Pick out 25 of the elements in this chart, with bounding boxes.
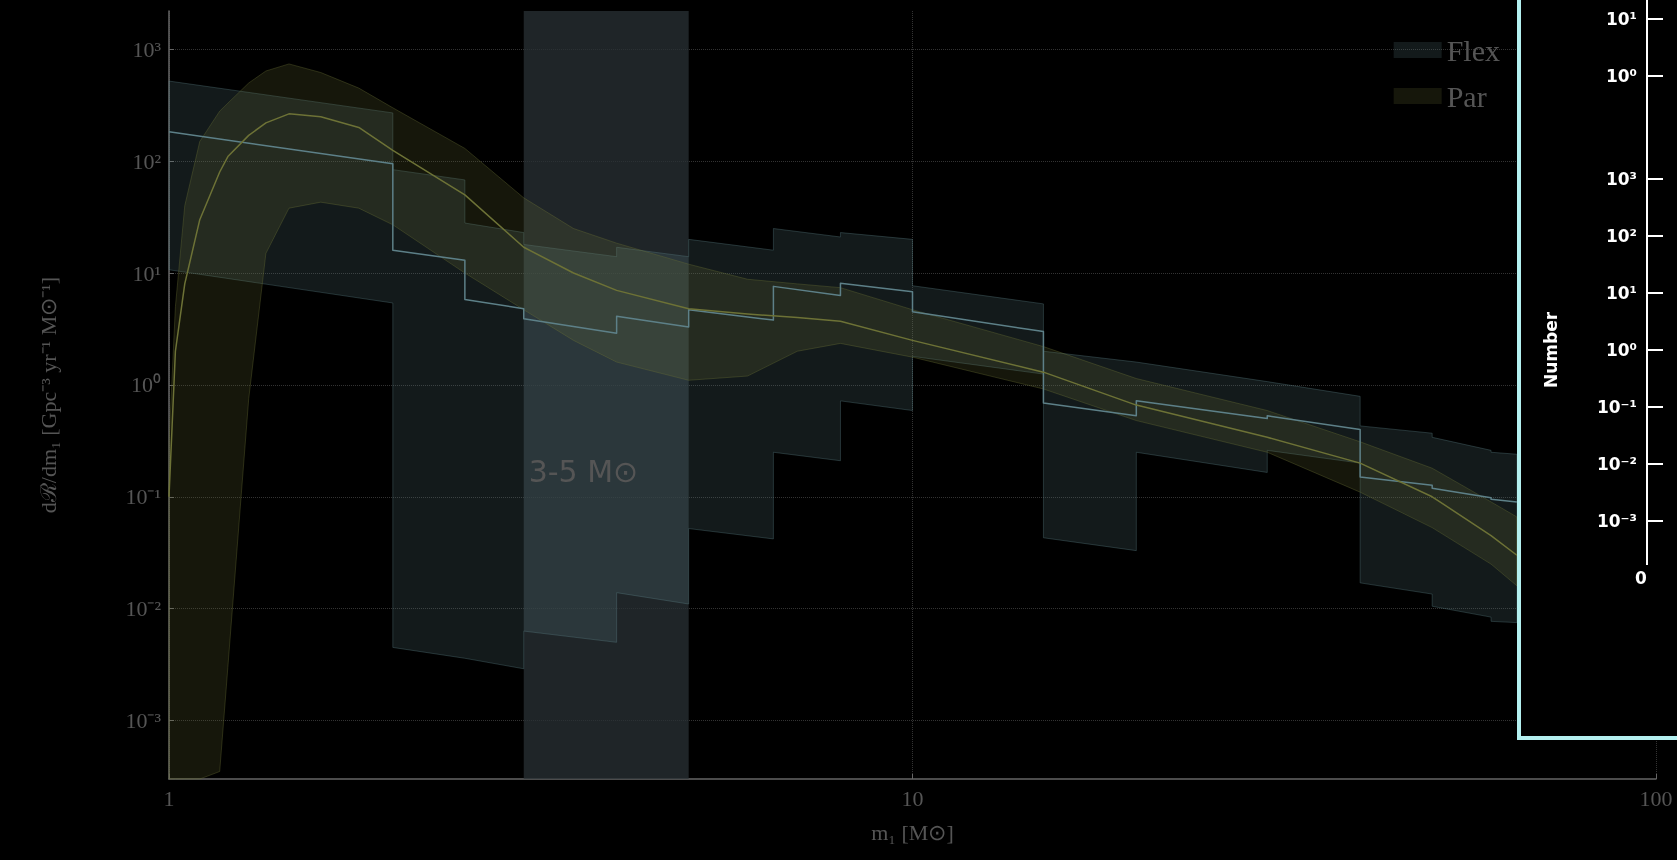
annotation: 0 [1635,568,1648,588]
x-tick-label: 100 [1639,785,1673,811]
y-tick-label: 10² [132,148,162,174]
y-tick-label: 10³ [132,36,162,62]
legend-label: Par [1446,79,1487,113]
annotation: 10⁰ [1605,340,1637,360]
legend-label: Flex [1446,33,1501,67]
y-tick-label: 10⁰ [131,372,161,398]
y-tick-label: 10⁻² [125,596,162,622]
text: Number [1541,311,1561,389]
annotation: 10² [1605,226,1637,246]
x-tick-label: 10 [901,785,924,811]
y-axis-title: dℛ/dm₁ [Gpc⁻³ yr⁻¹ M⊙⁻¹] [35,276,61,514]
annotation: 10⁰ [1605,66,1637,86]
annotation: 10⁻³ [1596,511,1637,531]
annotation: 10⁻¹ [1596,397,1637,417]
annotation: 10¹ [1605,283,1637,303]
x-tick-label: 1 [163,785,175,811]
y-tick-label: 10¹ [132,260,161,286]
y-tick-label: 10⁻¹ [125,484,161,510]
annotation: 10⁻² [1596,454,1637,474]
annotation: 10³ [1605,169,1637,189]
x-axis-title: m₁ [M⊙] [871,819,954,845]
annotation: 10¹ [1605,9,1637,29]
y-tick-label: 10⁻³ [125,708,162,734]
